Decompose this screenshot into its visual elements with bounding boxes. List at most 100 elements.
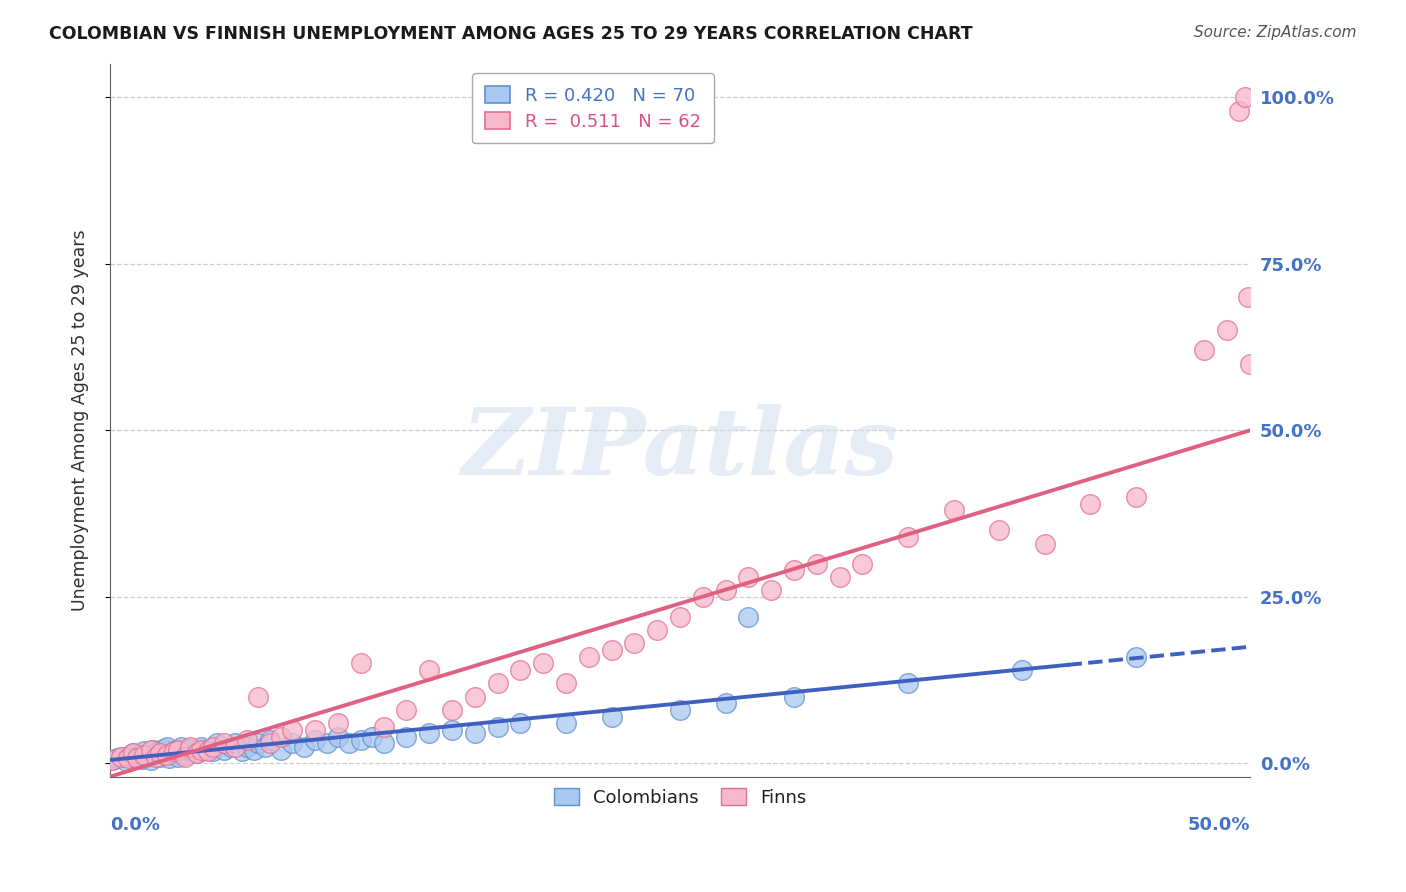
Point [326,730,349,744]
Point [105,751,128,765]
Point [153,748,176,763]
Point [167,749,190,764]
Point [373,720,395,734]
Point [395,730,418,744]
Point [224,739,246,754]
Point [127,751,149,765]
Point [1194,343,1216,358]
Point [737,570,759,584]
Point [326,716,349,731]
Point [101,753,124,767]
Point [242,743,264,757]
Point [174,748,197,763]
Point [207,736,229,750]
Point [988,523,1011,537]
Point [201,744,224,758]
Text: Source: ZipAtlas.com: Source: ZipAtlas.com [1194,25,1357,40]
Point [292,739,315,754]
Point [186,747,208,761]
Point [212,743,235,757]
Point [135,749,157,764]
Point [120,748,142,763]
Point [145,747,167,761]
Point [170,739,193,754]
Point [156,748,179,763]
Point [122,747,145,761]
Point [897,530,920,544]
Point [236,733,259,747]
Point [600,643,623,657]
Point [486,720,509,734]
Point [270,743,292,757]
Point [194,743,217,757]
Point [361,730,384,744]
Point [110,749,132,764]
Point [156,739,179,754]
Point [1236,290,1258,304]
Point [395,703,418,717]
Point [219,739,242,754]
Point [247,690,270,704]
Point [231,744,253,758]
Point [1011,663,1033,677]
Y-axis label: Unemployment Among Ages 25 to 29 years: Unemployment Among Ages 25 to 29 years [72,229,89,611]
Point [509,716,531,731]
Point [101,753,124,767]
Point [115,754,138,768]
Point [139,753,162,767]
Point [172,747,194,761]
Point [1080,497,1102,511]
Point [806,557,828,571]
Point [163,744,186,758]
Point [134,744,156,758]
Point [441,703,464,717]
Point [692,590,714,604]
Point [304,723,326,737]
Point [942,503,965,517]
Point [212,736,235,750]
Point [418,726,440,740]
Point [897,676,920,690]
Point [149,747,172,761]
Point [259,736,281,750]
Point [128,747,150,762]
Point [139,743,162,757]
Point [157,751,180,765]
Point [134,748,156,763]
Point [1239,357,1261,371]
Point [669,609,692,624]
Point [165,743,187,757]
Point [186,747,208,761]
Point [247,736,270,750]
Point [110,749,132,764]
Point [145,749,167,764]
Point [783,690,806,704]
Point [281,736,304,750]
Point [828,570,851,584]
Point [555,716,578,731]
Point [197,744,219,758]
Point [131,752,153,766]
Point [236,739,259,754]
Point [179,739,201,754]
Point [163,744,186,758]
Point [174,749,197,764]
Point [224,736,246,750]
Point [1227,103,1250,118]
Point [1125,649,1147,664]
Point [645,623,668,637]
Point [1125,490,1147,504]
Point [1234,90,1257,104]
Point [167,743,190,757]
Point [179,741,201,756]
Point [122,747,145,761]
Point [509,663,531,677]
Point [373,736,395,750]
Point [152,741,174,756]
Point [555,676,578,690]
Point [669,703,692,717]
Point [270,730,292,744]
Point [600,709,623,723]
Point [486,676,509,690]
Point [737,609,759,624]
